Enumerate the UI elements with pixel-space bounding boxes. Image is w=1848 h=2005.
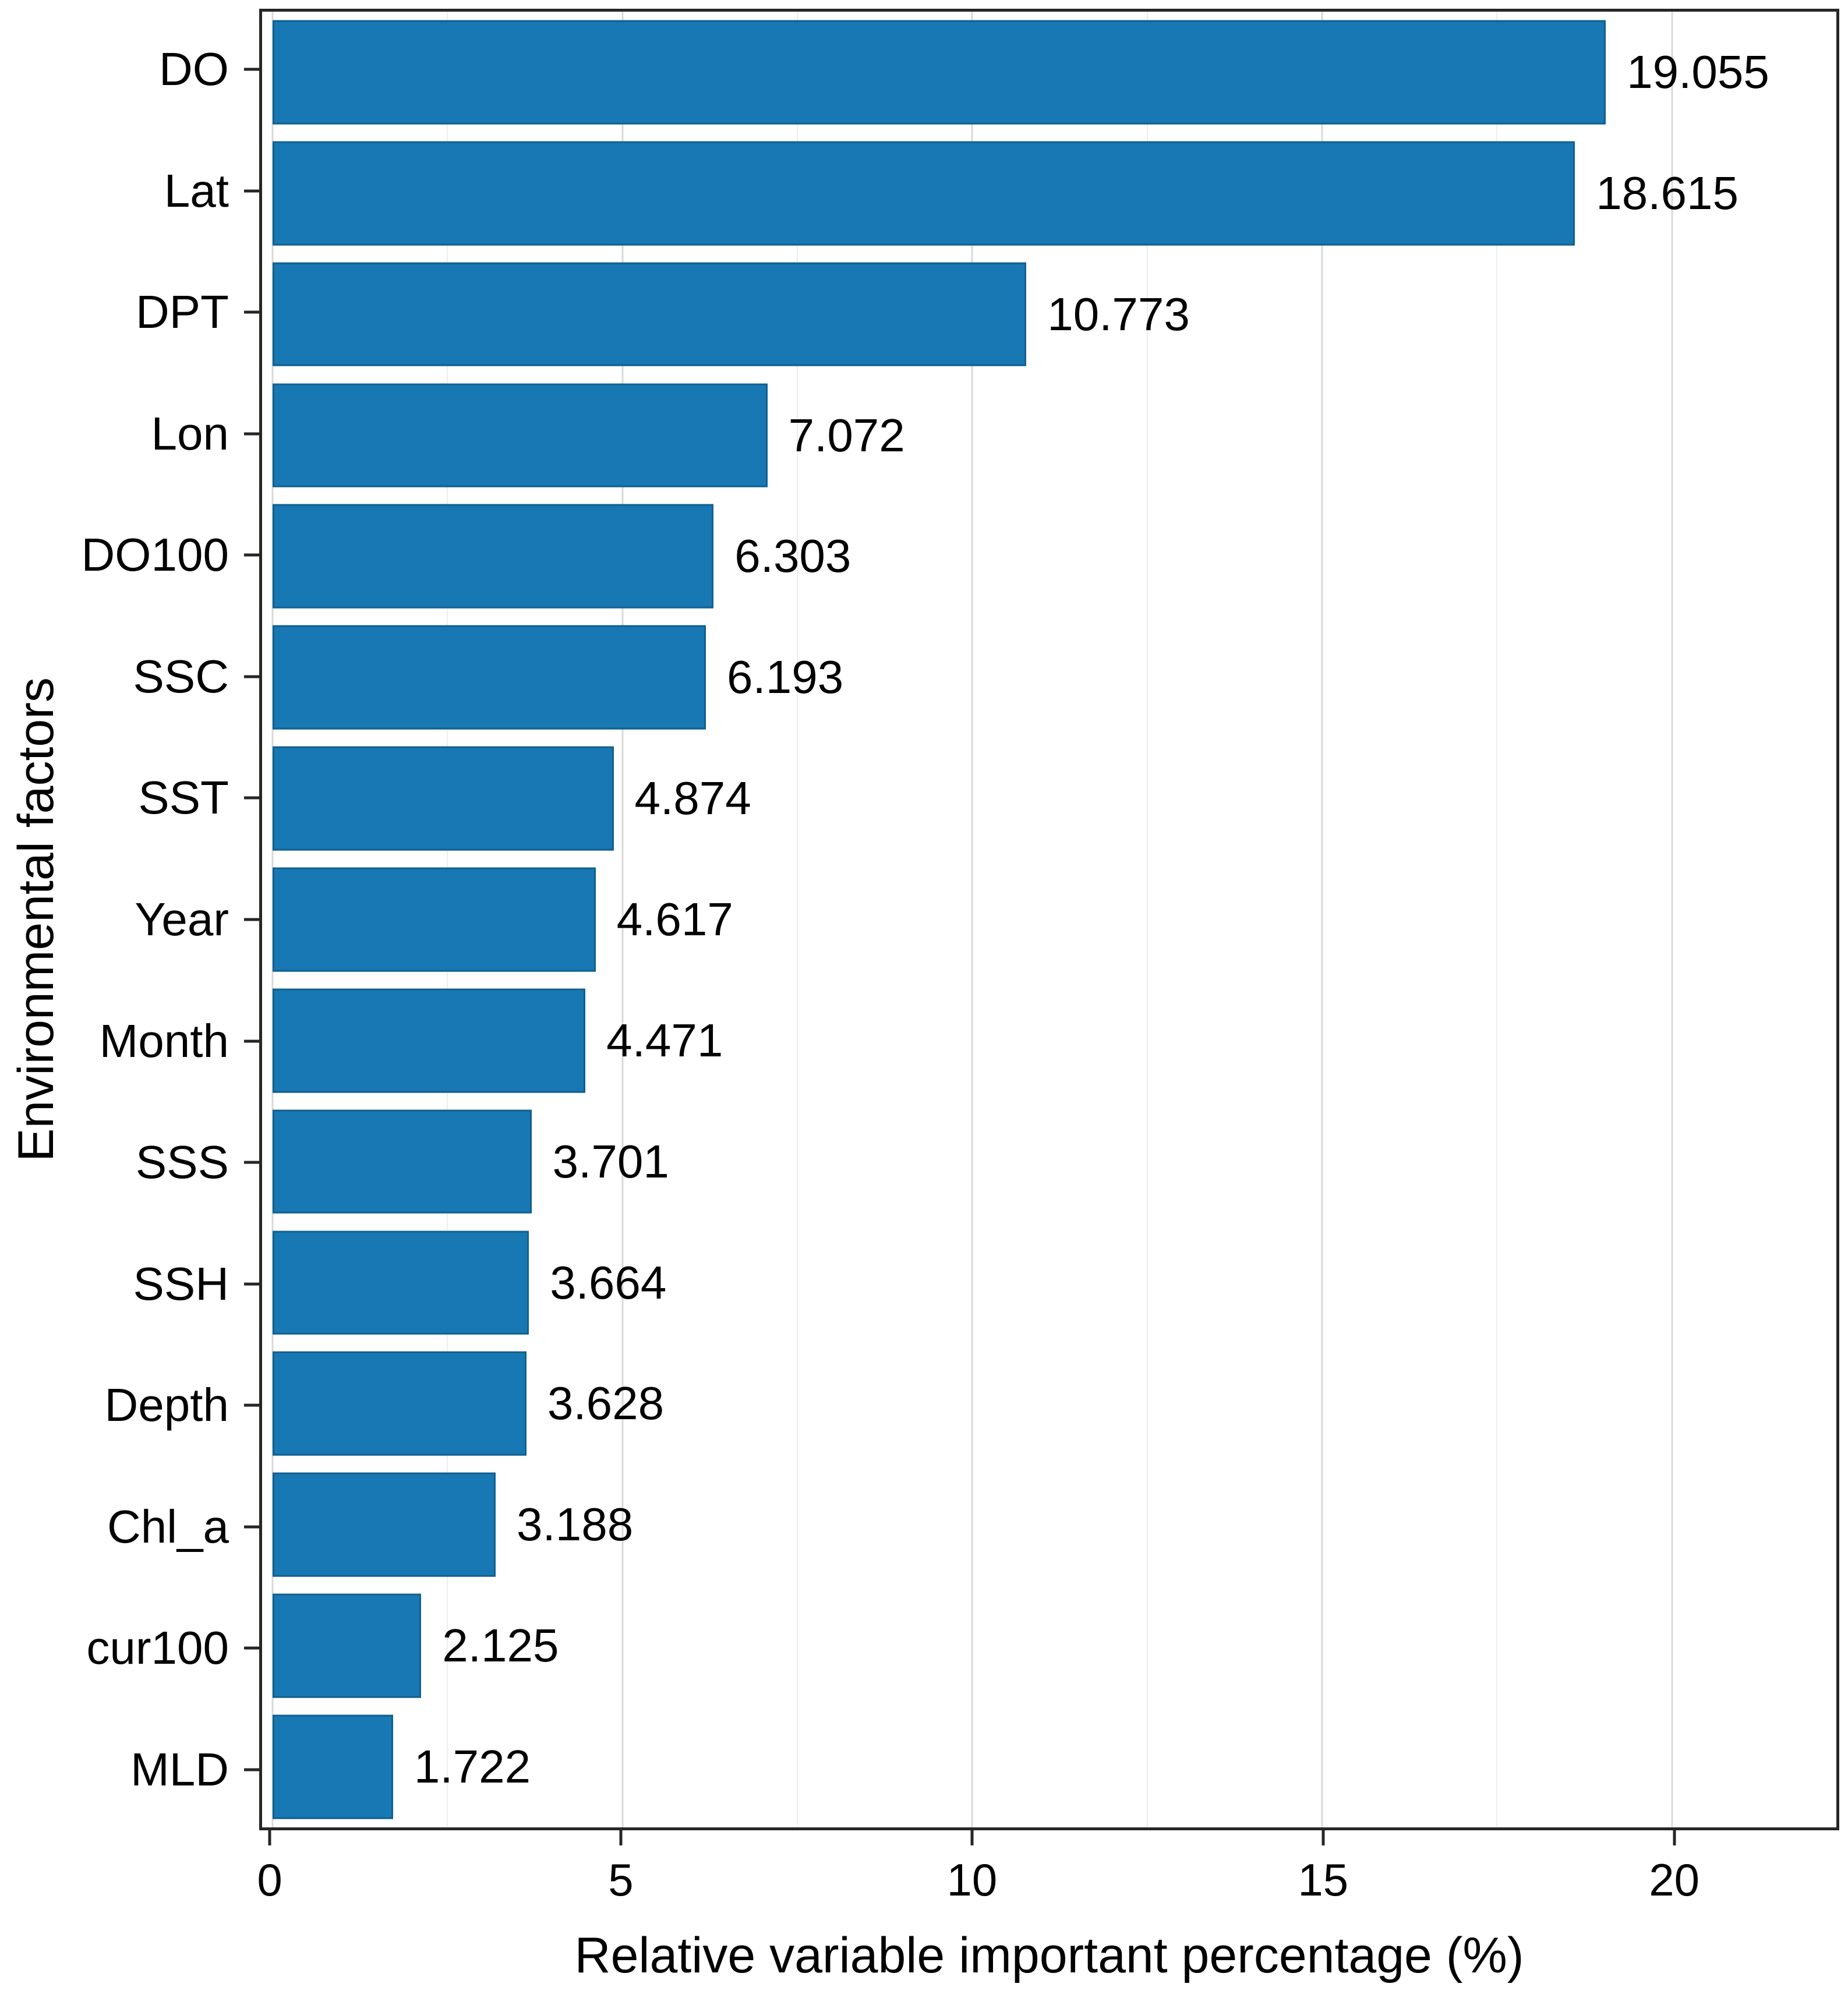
bar-value-label: 3.701 <box>552 1135 669 1187</box>
x-axis-title: Relative variable important percentage (… <box>574 1928 1524 1983</box>
y-tick-mark <box>244 432 259 436</box>
bar <box>273 746 614 851</box>
bar <box>273 1472 496 1577</box>
bar <box>273 20 1606 125</box>
bar <box>273 988 586 1093</box>
bar-value-label: 10.773 <box>1047 288 1190 340</box>
bar-value-label: 3.664 <box>550 1256 667 1309</box>
bar <box>273 625 706 730</box>
x-axis: Relative variable important percentage (… <box>257 1830 1839 2005</box>
bar <box>273 1109 532 1214</box>
bar <box>273 1714 393 1819</box>
x-tick-mark <box>970 1830 974 1845</box>
bar-value-label: 1.722 <box>414 1741 531 1793</box>
y-tick-label: DO <box>159 43 229 96</box>
y-tick-mark <box>244 1525 259 1529</box>
y-tick-label: SSH <box>133 1257 229 1310</box>
bar <box>273 1352 527 1456</box>
y-tick-label: DO100 <box>81 529 229 581</box>
y-tick-label: SSC <box>133 650 229 702</box>
y-tick-mark <box>244 553 259 557</box>
y-tick-mark <box>244 1039 259 1043</box>
bar-value-label: 19.055 <box>1627 45 1769 98</box>
gridline-major <box>971 12 973 1827</box>
x-tick-mark <box>268 1830 271 1845</box>
y-tick-mark <box>244 189 259 193</box>
bar-value-label: 4.471 <box>606 1014 723 1066</box>
bar <box>273 867 596 972</box>
gridline-major <box>1321 12 1323 1827</box>
y-tick-mark <box>244 1768 259 1771</box>
plot-panel: 19.055 18.615 10.773 7.072 6.303 6.193 4.874 4.… <box>259 9 1839 1830</box>
y-tick-mark <box>244 675 259 678</box>
bar <box>273 383 768 487</box>
y-tick-label: SST <box>138 772 229 824</box>
y-tick-label: cur100 <box>86 1622 229 1674</box>
x-tick-label: 0 <box>257 1854 282 1905</box>
gridline-minor <box>1496 12 1498 1827</box>
bar-value-label: 7.072 <box>788 409 905 461</box>
y-tick-mark <box>244 1403 259 1407</box>
gridline-minor <box>1146 12 1148 1827</box>
y-tick-mark <box>244 310 259 314</box>
x-tick-mark <box>619 1830 623 1845</box>
y-tick-mark <box>244 1161 259 1164</box>
x-tick-mark <box>1321 1830 1325 1845</box>
bar <box>273 141 1575 246</box>
y-axis: DO Lat DPT Lon DO100 SSC SST Year Month SSS SSH Dep… <box>0 9 259 1830</box>
x-tick-label: 15 <box>1298 1854 1349 1905</box>
y-tick-label: Depth <box>104 1379 229 1431</box>
bar-value-label: 4.617 <box>616 893 733 945</box>
bar-value-label: 2.125 <box>442 1619 559 1672</box>
bar-value-label: 6.193 <box>727 651 844 703</box>
gridline-major <box>1671 12 1673 1827</box>
bar-value-label: 18.615 <box>1596 167 1739 219</box>
bar-value-label: 6.303 <box>734 530 851 582</box>
y-tick-mark <box>244 68 259 71</box>
x-tick-label: 10 <box>946 1854 998 1905</box>
x-tick-label: 5 <box>608 1854 634 1905</box>
bar-value-label: 4.874 <box>634 772 751 825</box>
y-tick-label: Month <box>99 1014 229 1067</box>
gridline-major <box>621 12 624 1827</box>
y-tick-mark <box>244 796 259 800</box>
y-tick-label: Lat <box>164 164 229 217</box>
y-tick-label: DPT <box>136 286 229 338</box>
y-tick-label: Lon <box>151 407 229 459</box>
y-tick-label: SSS <box>135 1136 229 1189</box>
x-tick-mark <box>1673 1830 1676 1845</box>
bar-value-label: 3.628 <box>547 1377 665 1430</box>
y-tick-mark <box>244 1282 259 1286</box>
gridline-minor <box>797 12 798 1827</box>
y-tick-label: Year <box>135 893 229 945</box>
y-tick-mark <box>244 918 259 921</box>
y-tick-label: MLD <box>130 1743 229 1795</box>
x-tick-label: 20 <box>1649 1854 1700 1905</box>
bar-value-label: 3.188 <box>517 1498 634 1551</box>
y-tick-label: Chl_a <box>107 1500 229 1553</box>
bar <box>273 262 1027 367</box>
bar <box>273 504 714 609</box>
y-tick-mark <box>244 1646 259 1650</box>
bar <box>273 1230 529 1335</box>
bar <box>273 1593 422 1698</box>
